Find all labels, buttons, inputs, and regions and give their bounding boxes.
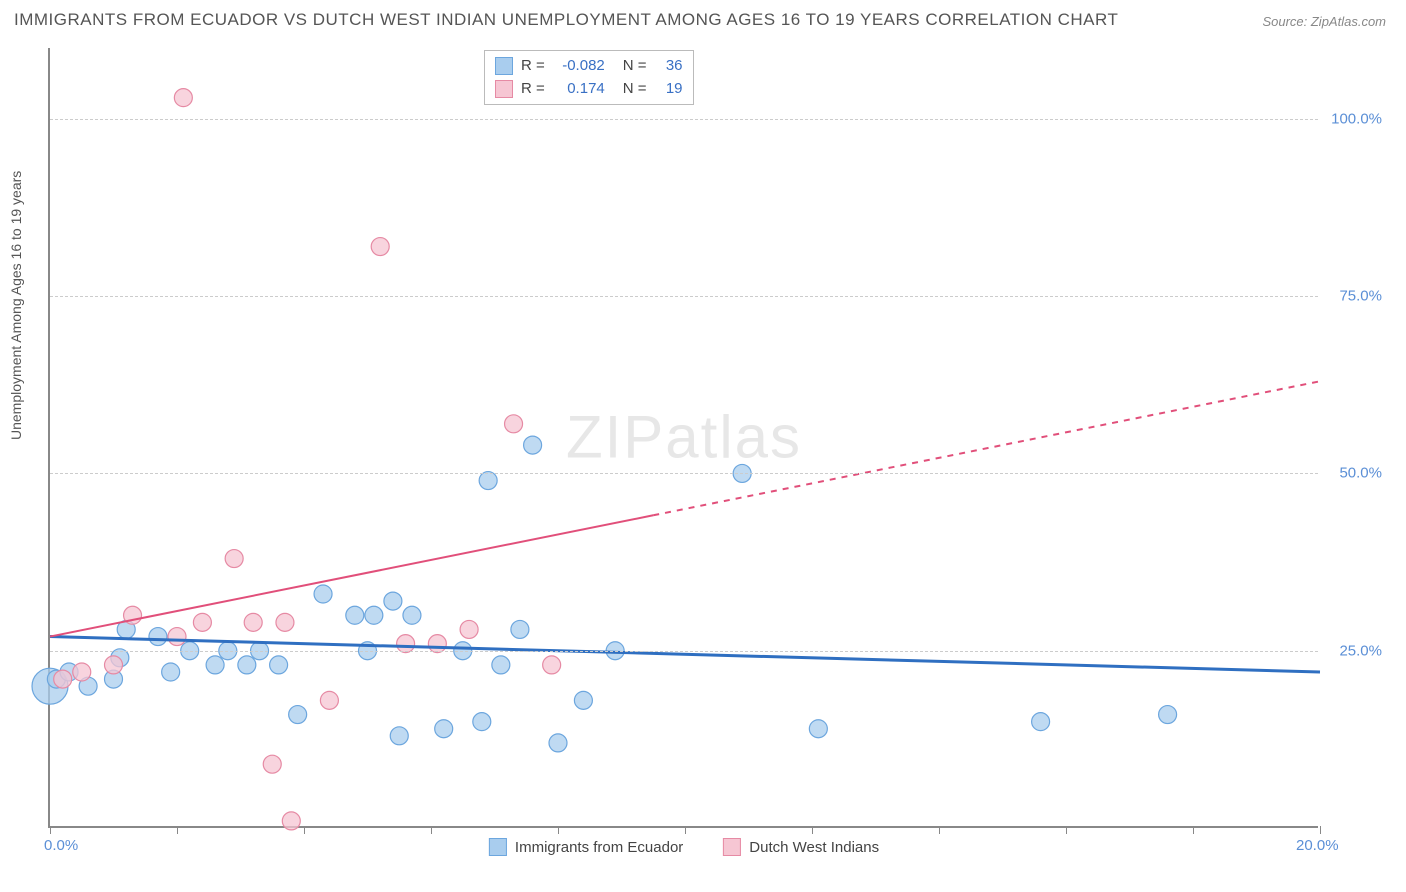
- chart-title: IMMIGRANTS FROM ECUADOR VS DUTCH WEST IN…: [14, 10, 1118, 30]
- legend-r-label: R =: [521, 55, 545, 78]
- x-tick: [50, 826, 51, 834]
- x-tick: [812, 826, 813, 834]
- legend-r-value: 0.174: [553, 78, 605, 101]
- x-tick: [1066, 826, 1067, 834]
- data-point: [276, 613, 294, 631]
- legend-swatch: [495, 80, 513, 98]
- y-tick-label: 75.0%: [1339, 288, 1382, 305]
- data-point: [314, 585, 332, 603]
- gridline: [50, 651, 1318, 652]
- data-point: [105, 656, 123, 674]
- data-point: [460, 620, 478, 638]
- data-point: [505, 415, 523, 433]
- data-point: [193, 613, 211, 631]
- legend-label: Immigrants from Ecuador: [515, 839, 683, 856]
- data-point: [403, 606, 421, 624]
- data-point: [174, 89, 192, 107]
- data-point: [162, 663, 180, 681]
- data-point: [320, 691, 338, 709]
- legend-item: Dutch West Indians: [723, 838, 879, 856]
- legend-n-label: N =: [623, 55, 647, 78]
- y-axis-label: Unemployment Among Ages 16 to 19 years: [8, 171, 24, 440]
- y-tick-label: 50.0%: [1339, 465, 1382, 482]
- data-point: [511, 620, 529, 638]
- data-point: [390, 727, 408, 745]
- data-point: [1159, 706, 1177, 724]
- data-point: [225, 550, 243, 568]
- legend-label: Dutch West Indians: [749, 839, 879, 856]
- data-point: [809, 720, 827, 738]
- data-point: [73, 663, 91, 681]
- data-point: [384, 592, 402, 610]
- data-point: [54, 670, 72, 688]
- correlation-legend: R = -0.082 N = 36 R = 0.174 N = 19: [484, 50, 694, 105]
- data-point: [168, 628, 186, 646]
- data-point: [263, 755, 281, 773]
- data-point: [289, 706, 307, 724]
- gridline: [50, 119, 1318, 120]
- data-point: [549, 734, 567, 752]
- data-point: [473, 713, 491, 731]
- data-point: [492, 656, 510, 674]
- source-attribution: Source: ZipAtlas.com: [1262, 14, 1386, 29]
- data-point: [543, 656, 561, 674]
- gridline: [50, 473, 1318, 474]
- x-tick-label: 20.0%: [1296, 837, 1339, 854]
- legend-row: R = -0.082 N = 36: [495, 55, 683, 78]
- data-point: [524, 436, 542, 454]
- data-point: [238, 656, 256, 674]
- data-point: [1032, 713, 1050, 731]
- legend-swatch: [495, 57, 513, 75]
- gridline: [50, 296, 1318, 297]
- data-point: [574, 691, 592, 709]
- y-tick-label: 25.0%: [1339, 642, 1382, 659]
- y-tick-label: 100.0%: [1331, 110, 1382, 127]
- legend-item: Immigrants from Ecuador: [489, 838, 683, 856]
- legend-r-label: R =: [521, 78, 545, 101]
- data-point: [371, 238, 389, 256]
- plot-area: ZIPatlas R =-0.082N =36R =0.174N =19 Imm…: [48, 48, 1318, 828]
- x-tick: [177, 826, 178, 834]
- data-point: [244, 613, 262, 631]
- legend-row: R = 0.174 N = 19: [495, 78, 683, 101]
- legend-r-value: -0.082: [553, 55, 605, 78]
- data-point: [435, 720, 453, 738]
- series-legend: Immigrants from Ecuador Dutch West Indian…: [489, 838, 879, 856]
- x-tick: [304, 826, 305, 834]
- x-tick: [558, 826, 559, 834]
- data-point: [149, 628, 167, 646]
- legend-n-value: 36: [655, 55, 683, 78]
- scatter-chart: [50, 48, 1320, 828]
- legend-n-value: 19: [655, 78, 683, 101]
- x-tick-label: 0.0%: [44, 837, 78, 854]
- legend-n-label: N =: [623, 78, 647, 101]
- data-point: [282, 812, 300, 830]
- x-tick: [685, 826, 686, 834]
- x-tick: [1193, 826, 1194, 834]
- data-point: [206, 656, 224, 674]
- data-point: [346, 606, 364, 624]
- x-tick: [1320, 826, 1321, 834]
- legend-swatch: [489, 838, 507, 856]
- x-tick: [939, 826, 940, 834]
- trend-line-extrapolated: [653, 381, 1320, 515]
- x-tick: [431, 826, 432, 834]
- data-point: [270, 656, 288, 674]
- data-point: [365, 606, 383, 624]
- legend-swatch: [723, 838, 741, 856]
